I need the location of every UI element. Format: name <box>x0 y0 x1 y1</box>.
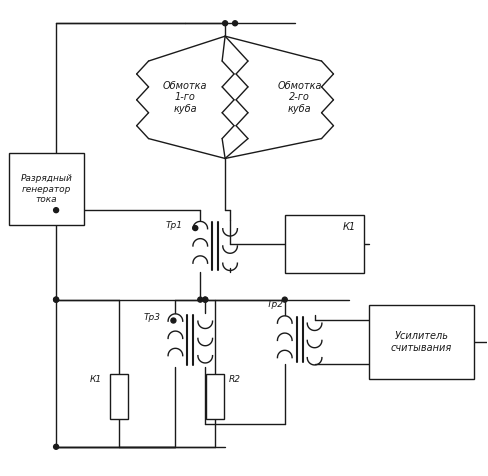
Bar <box>110 374 128 419</box>
Circle shape <box>54 444 59 449</box>
Circle shape <box>171 318 176 323</box>
Text: Тр3: Тр3 <box>143 313 161 322</box>
Circle shape <box>198 297 203 302</box>
Text: Тр1: Тр1 <box>165 220 183 229</box>
Circle shape <box>233 21 238 26</box>
Circle shape <box>54 297 59 302</box>
Text: К1: К1 <box>343 222 356 232</box>
Text: Обмотка
1-го
куба: Обмотка 1-го куба <box>163 81 207 114</box>
Text: R2: R2 <box>229 375 241 384</box>
Bar <box>285 215 365 273</box>
Circle shape <box>193 226 198 230</box>
Bar <box>206 374 224 419</box>
Text: Усилитель
считывания: Усилитель считывания <box>391 331 452 353</box>
Circle shape <box>203 297 208 302</box>
Circle shape <box>54 297 59 302</box>
Circle shape <box>282 297 287 302</box>
Bar <box>9 153 84 225</box>
Circle shape <box>203 297 208 302</box>
Text: К1: К1 <box>90 375 102 384</box>
Text: Обмотка
2-го
куба: Обмотка 2-го куба <box>277 81 322 114</box>
Text: Тр2: Тр2 <box>266 300 284 309</box>
Text: Разрядный
генератор
тока: Разрядный генератор тока <box>20 174 73 204</box>
Circle shape <box>223 21 227 26</box>
Bar <box>369 305 474 379</box>
Circle shape <box>54 208 59 213</box>
